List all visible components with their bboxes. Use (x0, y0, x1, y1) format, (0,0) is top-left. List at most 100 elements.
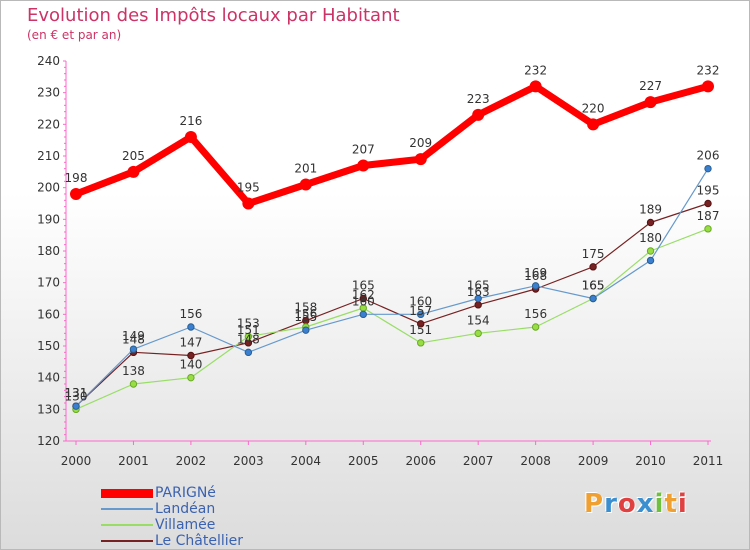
series-point-3 (359, 294, 367, 303)
data-label-2: 156 (294, 307, 317, 321)
data-label-2: 153 (237, 317, 260, 331)
data-label-0: 207 (352, 143, 375, 157)
y-tick-label: 190 (37, 212, 60, 226)
legend-label-parigne: PARIGNé (155, 485, 216, 501)
data-label-3: 158 (294, 301, 317, 315)
data-label-1: 160 (409, 294, 432, 308)
series-point-1 (589, 294, 597, 303)
x-tick-label: 2008 (520, 454, 551, 468)
data-label-3: 189 (639, 203, 662, 217)
chart-data-labels: 131 148 147 151 158 165 157 163 168 175 189 195 130 1… (65, 63, 720, 403)
series-line-1 (75, 168, 709, 407)
y-tick-label: 140 (37, 371, 60, 385)
x-tick-label: 2002 (176, 454, 207, 468)
data-label-2: 151 (409, 323, 432, 337)
logo-letter: t (664, 489, 678, 519)
series-point-3 (187, 351, 195, 360)
data-label-1: 206 (697, 149, 720, 163)
x-tick-label: 2001 (118, 454, 149, 468)
series-line-2 (75, 228, 709, 410)
chart-title: Evolution des Impôts locaux par Habitant (27, 5, 400, 26)
series-point-1 (187, 323, 195, 331)
series-line-0 (74, 82, 709, 207)
series-point-0 (127, 165, 140, 178)
x-tick-label: 2006 (405, 454, 436, 468)
data-label-2: 180 (639, 231, 662, 245)
x-tick-label: 2011 (693, 454, 724, 468)
series-point-1 (244, 348, 253, 357)
y-tick-label: 220 (37, 117, 60, 131)
series-point-0 (644, 96, 657, 109)
series-point-2 (187, 373, 195, 382)
series-point-0 (357, 159, 370, 172)
series-point-0 (472, 108, 485, 121)
x-tick-label: 2007 (463, 454, 494, 468)
data-label-1: 156 (179, 307, 202, 321)
data-label-3: 175 (582, 247, 605, 261)
logo-letter: P (584, 489, 605, 519)
data-label-0: 220 (582, 101, 605, 115)
data-label-3: 168 (524, 269, 547, 283)
data-label-3: 151 (237, 323, 260, 337)
data-label-1: 160 (352, 294, 375, 308)
data-label-3: 147 (179, 336, 202, 350)
series-point-1 (474, 294, 482, 303)
series-point-1 (704, 164, 712, 173)
data-label-2: 130 (65, 389, 88, 403)
data-label-1: 155 (294, 310, 317, 324)
legend-swatch-landean (101, 508, 153, 510)
series-point-3 (589, 263, 597, 271)
data-label-2: 156 (524, 307, 547, 321)
series-point-0 (70, 188, 82, 200)
series-point-3 (417, 320, 425, 328)
logo-letter: i (677, 489, 688, 519)
chart-axes: 120 130 140 150 160 170 180 190 200 210 220 230 240 2… (37, 54, 723, 468)
series-point-0 (299, 178, 312, 191)
series-point-0 (242, 197, 255, 210)
data-label-3: 131 (65, 386, 88, 400)
x-tick-label: 2000 (61, 454, 92, 468)
series-point-2 (531, 323, 540, 331)
data-label-2: 140 (179, 358, 202, 372)
data-label-3: 148 (122, 332, 145, 346)
series-point-0 (184, 131, 197, 143)
data-label-1: 148 (237, 332, 260, 346)
logo-letter: i (654, 489, 665, 519)
chart-series (70, 80, 714, 414)
y-tick-label: 150 (37, 339, 60, 353)
legend-label-landean: Landéan (155, 501, 216, 517)
data-label-0: 209 (409, 136, 432, 150)
data-label-1: 165 (467, 279, 490, 293)
legend-swatch-villamee (101, 524, 153, 526)
data-label-2: 165 (582, 279, 605, 293)
series-point-2 (474, 329, 482, 338)
legend-swatch-parigne (101, 489, 153, 498)
data-label-3: 157 (409, 304, 432, 318)
data-label-2: 187 (697, 209, 720, 223)
legend-swatch-le-chatellier (101, 540, 153, 542)
data-label-0: 195 (237, 181, 260, 195)
data-label-3: 165 (352, 279, 375, 293)
y-tick-label: 200 (37, 181, 60, 195)
data-label-3: 195 (697, 184, 720, 198)
series-point-3 (474, 301, 482, 309)
data-label-0: 201 (294, 162, 317, 176)
data-label-0: 232 (524, 63, 547, 77)
series-point-1 (417, 310, 425, 319)
data-label-0: 232 (697, 63, 720, 77)
logo-letter: r (604, 489, 618, 519)
data-label-2: 162 (352, 288, 375, 302)
y-tick-label: 180 (37, 244, 60, 258)
data-label-0: 198 (65, 171, 88, 185)
series-point-0 (702, 80, 714, 93)
series-point-2 (704, 225, 712, 233)
data-label-0: 205 (122, 149, 145, 163)
data-label-0: 216 (179, 114, 202, 128)
data-label-0: 223 (467, 92, 490, 106)
x-tick-label: 2003 (233, 454, 264, 468)
series-point-2 (646, 247, 655, 255)
logo-letter: x (636, 489, 655, 519)
y-tick-label: 120 (37, 434, 60, 448)
